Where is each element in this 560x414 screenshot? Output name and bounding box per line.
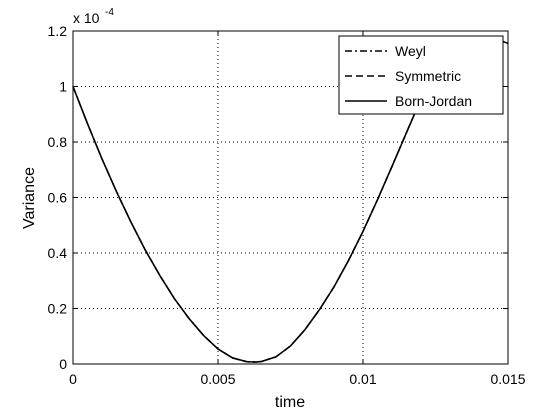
x-tick-label: 0.01 xyxy=(349,371,376,387)
x-tick-label: 0.005 xyxy=(200,371,235,387)
y-axis-title: Variance xyxy=(21,167,38,229)
y-tick-label: 1 xyxy=(59,79,67,95)
x-tick-label: 0.015 xyxy=(490,371,525,387)
y-tick-label: 0 xyxy=(59,356,67,372)
x-tick-label: 0 xyxy=(69,371,77,387)
y-exponent-label: x 10 -4 xyxy=(73,7,114,26)
legend: Weyl Symmetric Born-Jordan xyxy=(338,35,504,115)
grid xyxy=(73,31,508,364)
y-tick-label: 0.8 xyxy=(48,134,68,150)
y-exponent-base: x 10 xyxy=(73,10,100,26)
y-tick-label: 0.2 xyxy=(48,301,68,317)
legend-label: Symmetric xyxy=(395,68,461,84)
axis-ticks: 0 0.005 0.01 0.015 0 0.2 0.4 0.6 0.8 1 1.2 xyxy=(48,23,526,387)
y-tick-label: 0.6 xyxy=(48,190,68,206)
y-tick-label: 0.4 xyxy=(48,245,68,261)
legend-label: Born-Jordan xyxy=(395,93,472,109)
y-tick-label: 1.2 xyxy=(48,23,68,39)
y-exponent-power: -4 xyxy=(105,7,114,18)
x-axis-title: time xyxy=(275,394,305,411)
legend-label: Weyl xyxy=(395,43,426,59)
